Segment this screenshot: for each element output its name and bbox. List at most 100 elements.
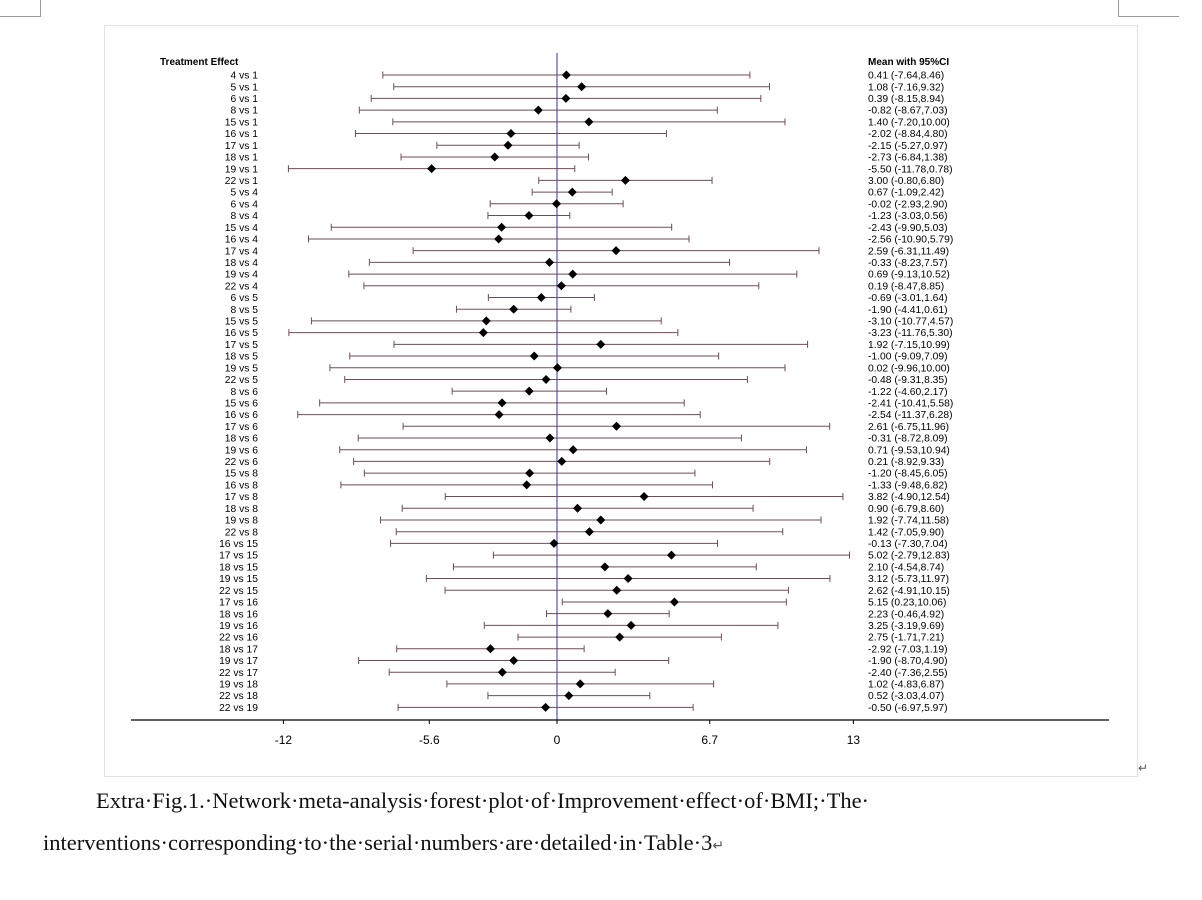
row-label: 22 vs 8 <box>225 527 258 538</box>
ci-value-label: 0.90 (-6.79,8.60) <box>868 504 944 515</box>
row-label: 15 vs 8 <box>225 469 258 480</box>
mean-marker <box>584 117 594 127</box>
ci-value-label: -1.90 (-4.41,0.61) <box>868 305 948 316</box>
mean-marker <box>564 691 574 701</box>
ci-value-label: 2.10 (-4.54,8.74) <box>868 562 944 573</box>
mean-marker <box>567 187 577 197</box>
mean-marker <box>525 468 535 478</box>
ci-value-label: 1.40 (-7.20,10.00) <box>868 117 950 128</box>
ci-value-label: -0.50 (-6.97,5.97) <box>868 703 948 714</box>
ci-value-label: -1.20 (-8.45,6.05) <box>868 469 948 480</box>
ci-value-label: 2.61 (-6.75,11.96) <box>868 422 949 433</box>
row-label: 22 vs 5 <box>225 375 258 386</box>
mean-marker <box>497 222 507 232</box>
row-label: 17 vs 16 <box>219 598 258 609</box>
ci-value-label: -0.48 (-9.31,8.35) <box>868 375 948 386</box>
row-label: 19 vs 6 <box>225 445 258 456</box>
ci-value-label: 0.21 (-8.92,9.33) <box>868 457 944 468</box>
mean-marker <box>612 585 622 595</box>
ci-value-label: -2.43 (-9.90,5.03) <box>868 223 948 234</box>
row-label: 18 vs 15 <box>219 562 258 573</box>
mean-marker <box>509 304 519 314</box>
row-label: 18 vs 16 <box>219 609 258 620</box>
mean-marker <box>626 620 636 630</box>
mean-marker <box>481 316 491 326</box>
mean-marker <box>669 597 679 607</box>
mean-marker <box>427 164 437 174</box>
row-label: 19 vs 1 <box>225 164 258 175</box>
ci-value-label: -1.23 (-3.03,0.56) <box>868 211 948 222</box>
ci-value-label: -2.92 (-7.03,1.19) <box>868 644 948 655</box>
row-label: 19 vs 15 <box>219 574 258 585</box>
row-label: 19 vs 18 <box>219 680 258 691</box>
ci-value-label: -1.90 (-8.70,4.90) <box>868 656 948 667</box>
caption-line-1: Extra·Fig.1.·Network·meta-analysis·fores… <box>96 788 870 813</box>
row-label: 17 vs 5 <box>225 340 258 351</box>
row-label: 15 vs 4 <box>225 223 258 234</box>
mean-marker <box>545 433 555 443</box>
row-label: 17 vs 8 <box>225 492 258 503</box>
row-label: 22 vs 18 <box>219 691 258 702</box>
row-label: 19 vs 4 <box>225 270 258 281</box>
ci-value-label: -2.73 (-6.84,1.38) <box>868 153 948 164</box>
mean-marker <box>494 410 504 420</box>
row-label: 5 vs 1 <box>231 82 259 93</box>
ci-value-label: -2.40 (-7.36,2.55) <box>868 668 948 679</box>
ci-value-label: -1.00 (-9.09,7.09) <box>868 352 948 363</box>
row-label: 6 vs 4 <box>231 199 259 210</box>
mean-marker <box>556 281 566 291</box>
mean-marker <box>552 199 562 209</box>
row-label: 16 vs 5 <box>225 328 258 339</box>
mean-marker <box>509 656 519 665</box>
mean-marker <box>478 328 488 338</box>
mean-marker <box>666 550 676 560</box>
ci-value-label: -0.02 (-2.93,2.90) <box>868 199 948 210</box>
row-label: 8 vs 1 <box>231 106 259 117</box>
ci-value-label: 0.67 (-1.09,2.42) <box>868 188 944 199</box>
row-label: 18 vs 5 <box>225 352 258 363</box>
ci-value-label: 2.59 (-6.31,11.49) <box>868 246 949 257</box>
row-label: 22 vs 19 <box>219 703 258 714</box>
mean-marker <box>561 70 571 80</box>
row-label: 4 vs 1 <box>231 71 259 82</box>
mean-marker <box>575 679 585 689</box>
ci-value-label: 0.39 (-8.15,8.94) <box>868 94 944 105</box>
row-label: 16 vs 6 <box>225 410 258 421</box>
mean-marker <box>557 456 567 466</box>
row-label: 6 vs 1 <box>231 94 259 105</box>
x-tick-label: 6.7 <box>701 733 718 747</box>
mean-marker <box>503 140 513 150</box>
ci-value-label: 0.71 (-9.53,10.94) <box>868 445 950 456</box>
row-label: 22 vs 16 <box>219 633 258 644</box>
row-label: 17 vs 4 <box>225 246 258 257</box>
ci-value-label: 2.62 (-4.91,10.15) <box>868 586 950 597</box>
caption-line-2: interventions·corresponding·to·the·seria… <box>43 830 713 855</box>
mean-marker <box>577 82 587 92</box>
row-label: 16 vs 1 <box>225 129 258 140</box>
mean-marker <box>541 702 551 712</box>
mean-marker <box>639 492 649 502</box>
left-header: Treatment Effect <box>160 57 239 68</box>
paragraph-mark: ↵ <box>1138 761 1149 775</box>
row-label: 16 vs 15 <box>219 539 258 550</box>
ci-value-label: -2.56 (-10.90,5.79) <box>868 235 953 246</box>
row-label: 22 vs 17 <box>219 668 258 679</box>
ci-value-label: 1.92 (-7.74,11.58) <box>868 516 949 527</box>
ci-value-label: 1.08 (-7.16,9.32) <box>868 82 944 93</box>
forest-plot: 4 vs 15 vs 16 vs 18 vs 115 vs 116 vs 1 17… <box>131 53 1109 747</box>
mean-marker <box>568 445 578 455</box>
ci-value-label: 1.02 (-4.83,6.87) <box>868 680 944 691</box>
row-label: 15 vs 6 <box>225 398 258 409</box>
row-label: 15 vs 1 <box>225 117 258 128</box>
ci-value-label: 3.82 (-4.90,12.54) <box>868 492 950 503</box>
mean-marker <box>573 503 583 513</box>
ci-value-label: 2.75 (-1.71,7.21) <box>868 633 944 644</box>
mean-marker <box>596 515 606 525</box>
row-label: 15 vs 5 <box>225 317 258 328</box>
ci-value-label: 2.23 (-0.46,4.92) <box>868 609 944 620</box>
row-label: 22 vs 4 <box>225 281 258 292</box>
ci-value-label: 5.15 (0.23,10.06) <box>868 598 946 609</box>
row-label: 18 vs 17 <box>219 644 258 655</box>
mean-marker <box>485 644 495 654</box>
